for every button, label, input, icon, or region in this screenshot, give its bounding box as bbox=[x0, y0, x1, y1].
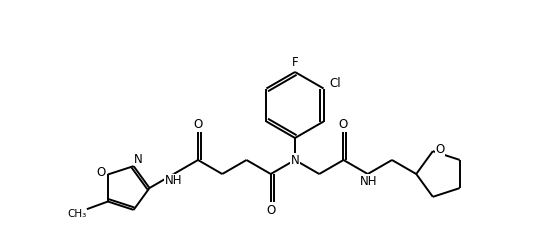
Text: N: N bbox=[291, 153, 299, 166]
Text: F: F bbox=[292, 56, 299, 69]
Text: NH: NH bbox=[360, 174, 378, 188]
Text: O: O bbox=[266, 204, 275, 217]
Text: Cl: Cl bbox=[330, 77, 341, 90]
Text: N: N bbox=[134, 153, 143, 166]
Text: O: O bbox=[193, 118, 202, 130]
Text: NH: NH bbox=[165, 174, 182, 188]
Text: CH₃: CH₃ bbox=[67, 209, 87, 219]
Text: O: O bbox=[435, 143, 444, 156]
Text: O: O bbox=[339, 118, 348, 130]
Text: O: O bbox=[96, 166, 106, 179]
